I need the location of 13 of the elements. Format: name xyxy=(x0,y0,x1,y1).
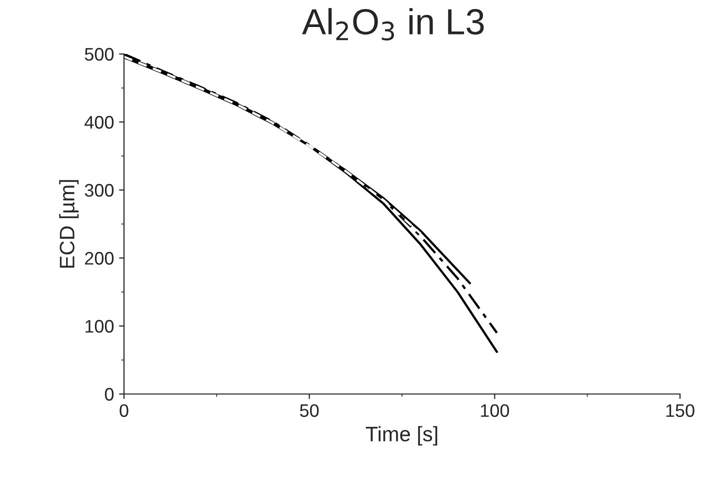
y-tick-label: 100 xyxy=(86,320,114,333)
x-tick-label: 150 xyxy=(666,404,694,417)
x-tick-label: 0 xyxy=(120,404,128,417)
chart-title: Al$_{2}$O$_{3}$ in L3 xyxy=(302,8,484,41)
y-tick-label: 300 xyxy=(84,184,114,197)
y-tick-label: 400 xyxy=(84,116,114,129)
x-tick-label: 100 xyxy=(480,404,510,417)
y-tick-label: 500 xyxy=(84,48,114,61)
x-axis-title: Time [s] xyxy=(366,426,438,446)
y-tick-label: 0 xyxy=(104,388,114,401)
y-tick-label: 200 xyxy=(85,252,114,265)
x-tick-label: 50 xyxy=(300,404,319,417)
y-axis-title: ECD [µm] xyxy=(59,180,79,268)
